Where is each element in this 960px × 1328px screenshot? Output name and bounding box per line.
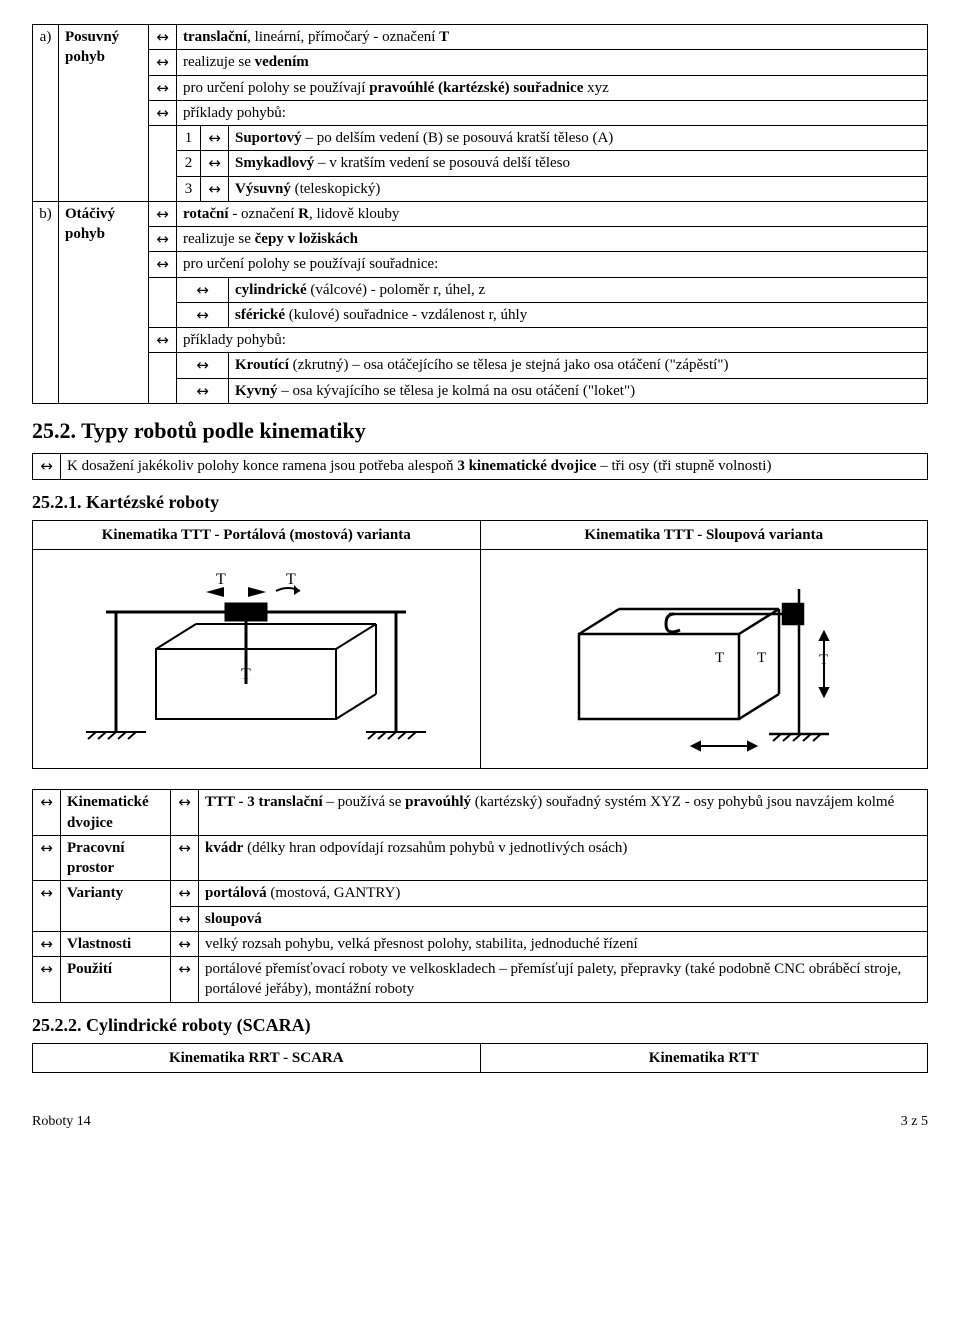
arrow-icon: ↔ [171, 957, 199, 1003]
row-b-ex-1: Kyvný – osa kývajícího se tělesa je kolm… [229, 378, 928, 403]
arrow-icon: ↔ [177, 353, 229, 378]
page-footer: Roboty 14 3 z 5 [32, 1113, 928, 1132]
cylindrical-header-table: Kinematika RRT - SCARA Kinematika RTT [32, 1043, 928, 1073]
ex-text: Suportový – po delším vedení (B) se poso… [229, 126, 928, 151]
section-25-2-note: ↔ K dosažení jakékoliv polohy konce rame… [32, 453, 928, 479]
prop-val: TTT - 3 translační – používá se pravoúhl… [199, 790, 928, 836]
ex-text: Smykadlový – v kratším vedení se posouvá… [229, 151, 928, 176]
arrow-icon: ↔ [33, 835, 61, 881]
section-25-2-1-title: 25.2.1. Kartézské roboty [32, 490, 928, 514]
arrow-icon: ↔ [177, 378, 229, 403]
cyl-header-left: Kinematika RRT - SCARA [33, 1044, 481, 1073]
svg-text:T: T [216, 571, 226, 588]
arrow-icon: ↔ [149, 50, 177, 75]
variants-label: Varianty [61, 881, 171, 932]
section-25-2-title: 25.2. Typy robotů podle kinematiky [32, 416, 928, 446]
arrow-icon: ↔ [33, 454, 61, 479]
arrow-icon: ↔ [171, 790, 199, 836]
arrow-icon: ↔ [33, 881, 61, 932]
fig-header-right: Kinematika TTT - Sloupová varianta [480, 520, 928, 549]
arrow-icon: ↔ [201, 151, 229, 176]
svg-text:T: T [286, 571, 296, 588]
column-figure: TT T [480, 550, 928, 769]
portal-figure: T T T [33, 550, 481, 769]
ex-num: 1 [177, 126, 201, 151]
arrow-icon: ↔ [171, 835, 199, 881]
svg-text:T: T [241, 666, 251, 683]
arrow-icon: ↔ [201, 176, 229, 201]
row-a-index: a) [33, 25, 59, 202]
arrow-icon: ↔ [171, 906, 199, 931]
variant-0: portálová (mostová, GANTRY) [199, 881, 928, 906]
arrow-icon: ↔ [149, 75, 177, 100]
row-b-index: b) [33, 201, 59, 403]
coord-0: cylindrické (válcové) - poloměr r, úhel,… [229, 277, 928, 302]
arrow-icon: ↔ [201, 126, 229, 151]
arrow-icon: ↔ [177, 277, 229, 302]
svg-text:T: T [715, 650, 724, 666]
ex-text: Výsuvný (teleskopický) [229, 176, 928, 201]
props-val: velký rozsah pohybu, velká přesnost polo… [199, 931, 928, 956]
arrow-icon: ↔ [171, 931, 199, 956]
prop-label: Pracovní prostor [61, 835, 171, 881]
row-a-line-1: realizuje se vedením [177, 50, 928, 75]
prop-val: kvádr (délky hran odpovídají rozsahům po… [199, 835, 928, 881]
column-diagram-icon: TT T [539, 564, 869, 754]
row-a-line-2: pro určení polohy se používají pravoúhlé… [177, 75, 928, 100]
row-b-ex-header: příklady pohybů: [177, 328, 928, 353]
row-b-line-2: pro určení polohy se používají souřadnic… [177, 252, 928, 277]
svg-text:T: T [757, 650, 766, 666]
arrow-icon: ↔ [149, 328, 177, 353]
props-label: Vlastnosti [61, 931, 171, 956]
arrow-icon: ↔ [171, 881, 199, 906]
ex-num: 3 [177, 176, 201, 201]
row-b-line-0: rotační - označení R, lidově klouby [177, 201, 928, 226]
cartesian-figures-table: Kinematika TTT - Portálová (mostová) var… [32, 520, 928, 769]
note-text: K dosažení jakékoliv polohy konce ramena… [61, 454, 928, 479]
row-a-line-0: translační, lineární, přímočarý - označe… [177, 25, 928, 50]
arrow-icon: ↔ [33, 957, 61, 1003]
arrow-icon: ↔ [149, 252, 177, 277]
row-b-line-1: realizuje se čepy v ložiskách [177, 227, 928, 252]
arrow-icon: ↔ [149, 227, 177, 252]
arrow-icon: ↔ [33, 790, 61, 836]
footer-left: Roboty 14 [32, 1113, 91, 1132]
gantry-diagram-icon: T T T [66, 564, 446, 754]
use-val: portálové přemísťovací roboty ve velkosk… [199, 957, 928, 1003]
arrow-icon: ↔ [149, 25, 177, 50]
arrow-icon: ↔ [149, 100, 177, 125]
motion-types-table: a) Posuvný pohyb ↔ translační, lineární,… [32, 24, 928, 404]
arrow-icon: ↔ [177, 302, 229, 327]
variant-1: sloupová [199, 906, 928, 931]
row-a-label: Posuvný pohyb [59, 25, 149, 202]
arrow-icon: ↔ [149, 201, 177, 226]
row-b-label: Otáčivý pohyb [59, 201, 149, 403]
footer-right: 3 z 5 [901, 1113, 928, 1132]
coord-1: sférické (kulové) souřadnice - vzdálenos… [229, 302, 928, 327]
section-25-2-2-title: 25.2.2. Cylindrické roboty (SCARA) [32, 1013, 928, 1037]
row-a-line-3: příklady pohybů: [177, 100, 928, 125]
fig-header-left: Kinematika TTT - Portálová (mostová) var… [33, 520, 481, 549]
cartesian-properties-table: ↔ Kinematické dvojice ↔ TTT - 3 translač… [32, 789, 928, 1002]
use-label: Použití [61, 957, 171, 1003]
ex-num: 2 [177, 151, 201, 176]
row-b-ex-0: Kroutící (zkrutný) – osa otáčejícího se … [229, 353, 928, 378]
prop-label: Kinematické dvojice [61, 790, 171, 836]
cyl-header-right: Kinematika RTT [480, 1044, 928, 1073]
arrow-icon: ↔ [33, 931, 61, 956]
